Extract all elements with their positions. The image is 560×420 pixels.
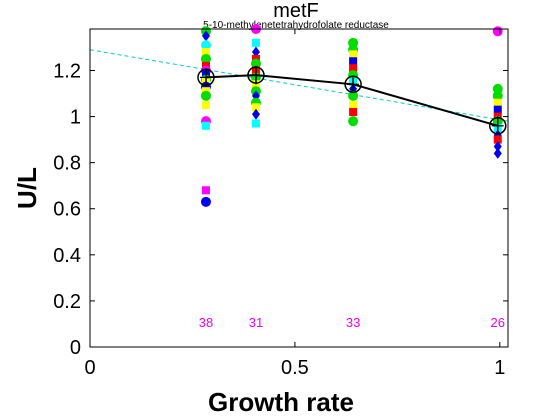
mean-marker	[197, 68, 215, 87]
data-point-square	[349, 101, 358, 110]
data-point-circle	[492, 90, 503, 101]
mean-line	[205, 74, 499, 127]
x-axis-label: Growth rate	[208, 387, 354, 417]
data-point-square	[201, 186, 210, 195]
data-point-square	[251, 38, 260, 47]
data-point-square	[201, 48, 210, 57]
data-point-square	[251, 103, 260, 112]
data-point-circle	[348, 70, 359, 81]
x-tick-label: 1	[494, 357, 505, 379]
sample-count-label: 38	[199, 315, 213, 330]
data-point-square	[349, 57, 358, 66]
plot-frame	[89, 28, 509, 348]
data-point-diamond	[493, 147, 502, 159]
data-point-circle	[348, 37, 359, 48]
data-point-square	[349, 107, 358, 116]
y-tick-label: 1.2	[53, 60, 81, 82]
y-tick-label: 0	[70, 337, 81, 359]
y-tick-label: 0.6	[53, 199, 81, 221]
sample-count-label: 26	[491, 315, 505, 330]
data-point-square	[493, 105, 502, 114]
data-point-circle	[200, 40, 211, 51]
data-point-circle	[492, 83, 503, 94]
data-point-circle	[250, 58, 261, 69]
y-tick-label: 0.8	[53, 153, 81, 175]
data-point-diamond	[201, 30, 210, 42]
y-axis-ticks: 0 0.2 0.4 0.6 0.8 1 1.2	[53, 60, 508, 359]
count-labels-layer: 38 31 33 26	[199, 315, 505, 330]
x-tick-label: 0	[84, 357, 95, 379]
mean-marker	[247, 66, 265, 84]
y-axis-label: U/L	[12, 167, 42, 209]
data-point-circle	[200, 53, 211, 64]
y-tick-label: 0.2	[53, 291, 81, 313]
data-point-circle	[348, 116, 359, 127]
mean-marker	[489, 117, 507, 135]
data-point-square	[493, 135, 502, 144]
mean-marker	[344, 75, 362, 94]
mean-line-layer	[197, 65, 507, 135]
data-point-circle	[200, 196, 211, 207]
sample-count-label: 31	[249, 315, 263, 330]
data-point-diamond	[251, 108, 260, 120]
data-point-square	[349, 50, 358, 59]
chart-title: metF	[273, 0, 319, 22]
data-point-diamond	[251, 46, 260, 58]
data-point-square	[201, 121, 210, 130]
data-point-square	[493, 98, 502, 107]
y-tick-label: 0.4	[53, 245, 81, 267]
x-tick-label: 0.5	[281, 357, 309, 379]
y-tick-label: 1	[70, 107, 81, 129]
data-point-square	[251, 119, 260, 128]
data-points-layer	[200, 24, 503, 207]
chart-subtitle: 5-10-methylenetetrahydrofolate reductase	[203, 20, 389, 31]
x-axis-ticks: 0 0.5 1	[84, 29, 505, 379]
sample-count-label: 33	[346, 315, 360, 330]
data-point-square	[201, 101, 210, 110]
data-point-square	[349, 64, 358, 73]
data-point-circle	[492, 26, 503, 37]
data-point-diamond	[493, 141, 502, 153]
data-point-circle	[348, 90, 359, 101]
data-point-circle	[200, 90, 211, 101]
